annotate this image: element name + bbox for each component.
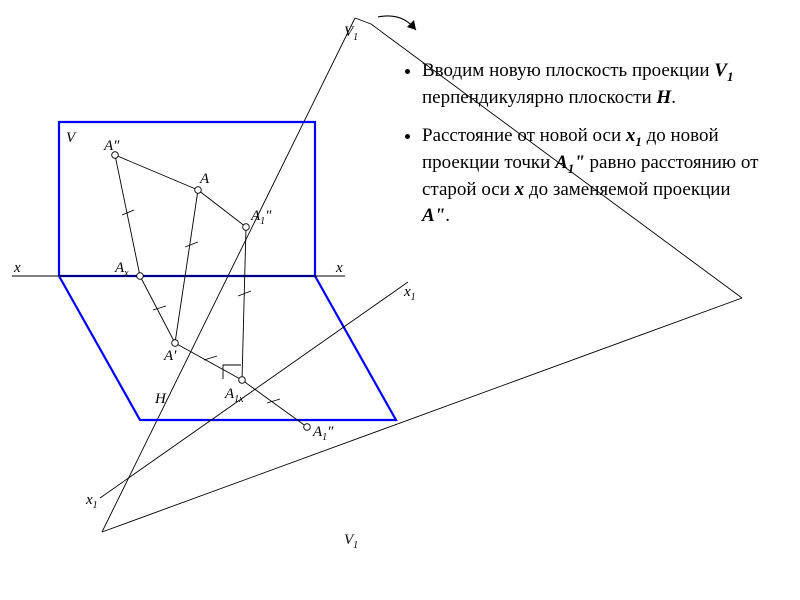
svg-text:V: V (66, 130, 77, 146)
right-angle-marker (223, 365, 241, 379)
svg-text:A′: A′ (163, 348, 177, 364)
explanation-text: Вводим новую плоскость проекции V1 перпе… (400, 58, 760, 241)
bullet-1: Вводим новую плоскость проекции V1 перпе… (422, 58, 760, 111)
svg-text:A″: A″ (103, 138, 120, 154)
point-markers (112, 152, 311, 431)
svg-text:V1: V1 (344, 24, 358, 43)
svg-text:x1: x1 (85, 492, 98, 511)
tick-marks (122, 210, 280, 403)
x1-axis (100, 282, 408, 498)
svg-text:A: A (199, 171, 210, 187)
bullet-2: Расстояние от новой оси x1 до новой прое… (422, 123, 760, 229)
blue-v-plane (59, 122, 315, 276)
svg-text:A1x: A1x (224, 386, 244, 405)
svg-text:H: H (154, 391, 167, 407)
svg-text:A1″: A1″ (312, 424, 334, 443)
diagram-labels: V1 V H A″ A A1″ Ax A′ A1x A1″ x x x1 x1 … (13, 24, 416, 551)
svg-text:x1: x1 (403, 284, 416, 303)
rotation-arrow (378, 16, 416, 30)
svg-text:x: x (13, 260, 21, 276)
construction-lines (115, 155, 307, 427)
svg-text:V1: V1 (344, 532, 358, 551)
svg-text:x: x (335, 260, 343, 276)
